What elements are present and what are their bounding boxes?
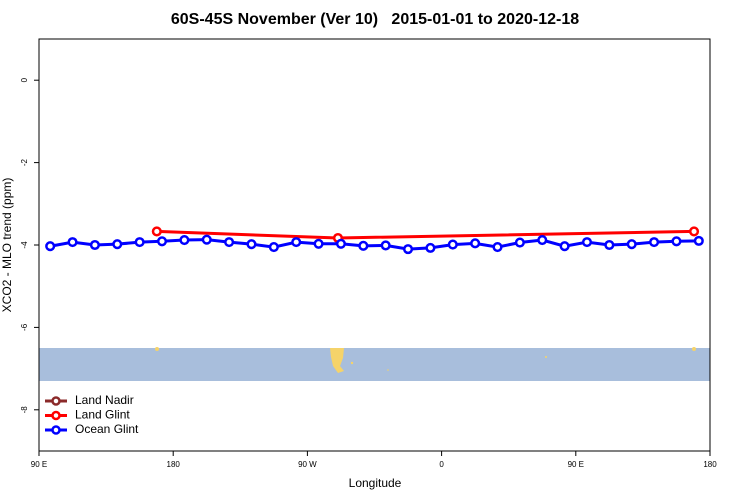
chart-title: 60S-45S November (Ver 10) 2015-01-01 to … [171,11,579,28]
data-point [313,238,324,249]
data-point [447,239,458,250]
data-point [246,239,257,250]
data-point [112,239,123,250]
data-point [581,237,593,248]
data-point [291,237,302,248]
x-tick-label: 90 W [298,460,317,469]
y-tick-label: -8 [20,406,29,414]
data-point [626,239,637,250]
data-point [470,238,481,249]
data-point [335,238,347,249]
y-tick-label: -4 [20,241,29,249]
data-point [693,235,704,246]
series-line [156,229,695,240]
data-point [358,240,369,251]
legend-marker [51,425,61,435]
x-tick-label: 90 E [568,460,584,469]
x-tick-label: 0 [439,460,444,469]
y-axis-label: XCO2 - MLO trend (ppm) [0,178,14,313]
data-point [514,237,525,248]
data-point [224,237,235,248]
data-point [89,239,100,251]
y-tick-label: -2 [20,158,29,166]
legend-marker [51,396,61,406]
data-point [559,241,570,252]
data-point [380,240,391,251]
data-point [403,244,414,255]
legend-label: Land Nadir [75,393,134,407]
data-point [201,234,212,245]
series-line [49,238,699,251]
data-point [649,237,660,248]
data-point [425,242,436,253]
data-point [604,239,615,251]
x-axis-label: Longitude [349,476,402,490]
data-point [492,242,503,253]
x-tick-label: 180 [167,460,181,469]
data-point [537,235,548,246]
data-point [688,226,700,237]
legend-marker [51,410,61,421]
y-tick-label: 0 [20,77,29,82]
legend-label: Land Glint [75,408,130,422]
legend-label: Ocean Glint [75,422,139,436]
data-point [179,235,190,246]
data-point [156,236,168,247]
x-tick-label: 180 [703,460,717,469]
data-point [67,237,78,248]
data-point [45,241,56,252]
map-strip [39,347,710,381]
x-tick-label: 90 E [31,460,47,469]
data-point [671,236,682,247]
y-tick-label: -6 [20,323,29,331]
data-point [268,242,279,253]
data-point [151,226,162,237]
data-point [134,237,145,248]
